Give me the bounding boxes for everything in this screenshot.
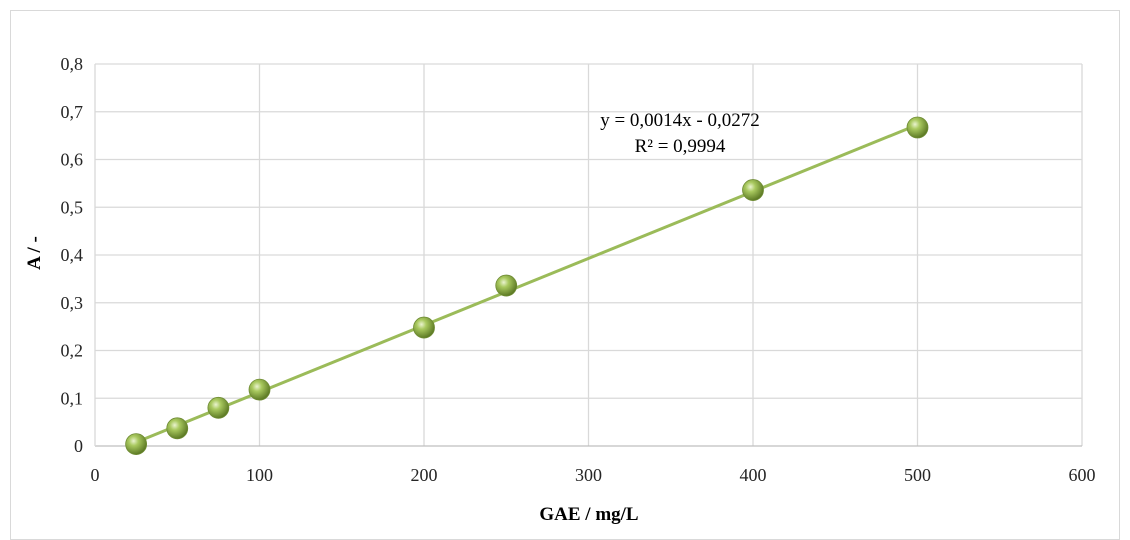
y-tick-label: 0,2 [61, 341, 84, 361]
data-point [413, 316, 435, 339]
y-tick-label: 0 [74, 436, 83, 456]
x-tick-label: 300 [575, 465, 602, 485]
y-tick-label: 0,1 [61, 388, 84, 408]
y-axis-title: A / - [24, 236, 45, 270]
data-point [495, 274, 518, 297]
y-tick-label: 0,7 [61, 102, 84, 122]
x-axis-title: GAE / mg/L [539, 504, 638, 525]
data-point [166, 417, 189, 440]
chart-frame [10, 10, 1120, 540]
tick-labels: 0 0,1 0,2 0,3 0,4 0,5 0,6 0,7 0,8 0 100 200 300 400 50… [61, 54, 1096, 485]
gridlines [95, 63, 1083, 446]
data-point [248, 378, 271, 401]
trendline-equation: y = 0,0014x - 0,0272 [600, 110, 760, 131]
data-point [906, 116, 929, 139]
y-tick-label: 0,5 [61, 197, 84, 217]
x-tick-label: 400 [740, 465, 767, 485]
y-tick-label: 0,3 [61, 293, 84, 313]
trendline-r-squared: R² = 0,9994 [635, 136, 726, 157]
x-tick-label: 0 [91, 465, 100, 485]
x-tick-label: 200 [411, 465, 438, 485]
y-tick-label: 0,6 [61, 150, 84, 170]
data-points [125, 116, 929, 455]
x-tick-label: 600 [1069, 465, 1096, 485]
data-point [742, 179, 764, 201]
data-point [207, 396, 230, 419]
data-point [125, 433, 148, 455]
y-tick-label: 0,8 [61, 54, 84, 74]
axes [94, 64, 1082, 447]
y-tick-label: 0,4 [61, 245, 84, 265]
x-tick-label: 100 [246, 465, 273, 485]
x-tick-label: 500 [904, 465, 931, 485]
absorbance-calibration-chart: 0 0,1 0,2 0,3 0,4 0,5 0,6 0,7 0,8 0 100 200 300 400 50… [24, 54, 1096, 525]
